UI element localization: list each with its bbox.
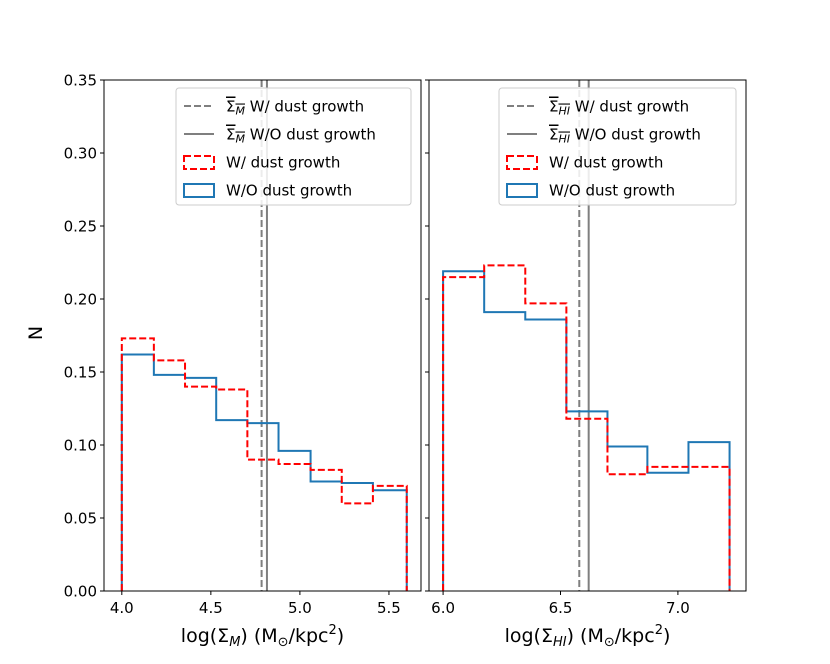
- legend-sigma: Σ: [549, 126, 558, 144]
- y-tick-label: 0.00: [64, 583, 97, 601]
- x-tick-label: 4.5: [199, 599, 223, 617]
- axes-frame: [428, 79, 747, 592]
- x-tick-label: 5.0: [288, 599, 312, 617]
- legend-label: ΣM W/ dust growth: [226, 98, 364, 118]
- hist-series-without-dust-growth: [120, 353, 408, 591]
- legend-label: W/O dust growth: [549, 182, 675, 200]
- y-tick-label: 0.35: [64, 72, 97, 90]
- legend-frame: [175, 87, 412, 206]
- x-axis-label: log(ΣHI) (M⊙/kpc2): [505, 623, 671, 650]
- x-tick-label: 7.0: [666, 599, 690, 617]
- legend-text: W/O dust growth: [226, 182, 352, 200]
- legend-text: W/ dust growth: [226, 154, 340, 172]
- xlabel-sup: 2: [329, 623, 337, 638]
- x-tick-label: 5.5: [377, 599, 401, 617]
- legend-label: ΣHI W/ dust growth: [549, 98, 689, 118]
- xlabel-close: ): [663, 625, 670, 647]
- xlabel-sun: ⊙: [604, 635, 615, 650]
- xlabel-tail: ) (M: [240, 625, 277, 647]
- xlabel-sub: M: [229, 635, 240, 650]
- legend-text: W/O dust growth: [245, 126, 376, 144]
- legend-sigma: Σ: [226, 98, 235, 116]
- y-tick-label: 0.15: [64, 364, 97, 382]
- legend-label: W/O dust growth: [226, 182, 352, 200]
- y-tick-label: 0.10: [64, 437, 97, 455]
- legend-sigma-sub: HI: [558, 105, 570, 118]
- y-tick-label: 0.30: [64, 145, 97, 163]
- x-tick-label: 6.0: [431, 599, 455, 617]
- x-tick-label: 6.5: [549, 599, 573, 617]
- x-tick-label: 4.0: [110, 599, 134, 617]
- hist-series-with-dust-growth: [442, 264, 731, 591]
- hist-series-with-dust-growth: [120, 337, 408, 591]
- legend-swatch-dashed-box: [183, 155, 215, 170]
- y-tick-label: 0.25: [64, 218, 97, 236]
- legend-text: W/ dust growth: [245, 98, 364, 116]
- xlabel-unit: /kpc: [289, 625, 329, 647]
- panels: 4.0 4.5 5.0 5.5 0.00 0.05 0.10 0.15 0.20 0.25 0.30…: [64, 72, 747, 650]
- xlabel-close: ): [337, 625, 344, 647]
- xlabel-sup: 2: [655, 623, 663, 638]
- legend-swatch-solid-box: [183, 183, 215, 198]
- y-tick-label: 0.05: [64, 510, 97, 528]
- axes-frame: [103, 79, 422, 592]
- x-axis-label: log(ΣM) (M⊙/kpc2): [181, 623, 344, 650]
- xlabel-tail: ) (M: [567, 625, 604, 647]
- hist-series-without-dust-growth: [442, 270, 731, 591]
- legend-sigma: Σ: [226, 126, 235, 144]
- legend-sigma: Σ: [549, 98, 558, 116]
- legend-swatch-dashed-box: [506, 155, 538, 170]
- xlabel-main: log(Σ: [181, 625, 229, 647]
- legend-label: ΣM W/O dust growth: [226, 126, 376, 146]
- legend-sigma-sub: HI: [558, 133, 570, 146]
- legend-swatch-solid-box: [506, 183, 538, 198]
- legend-frame: [498, 87, 737, 206]
- legend-label: ΣHI W/O dust growth: [549, 126, 701, 146]
- y-tick-label: 0.20: [64, 291, 97, 309]
- legend-text: W/ dust growth: [570, 98, 689, 116]
- legend-text: W/O dust growth: [549, 182, 675, 200]
- xlabel-unit: /kpc: [615, 625, 655, 647]
- xlabel-sub: HI: [553, 635, 567, 650]
- legend-label: W/ dust growth: [226, 154, 340, 172]
- legend-sigma-sub: M: [235, 133, 245, 146]
- legend-text: W/O dust growth: [570, 126, 701, 144]
- legend-sigma-sub: M: [235, 105, 245, 118]
- panel-1: 4.0 4.5 5.0 5.5 0.00 0.05 0.10 0.15 0.20 0.25 0.30…: [64, 72, 422, 650]
- y-axis-label: N: [25, 326, 47, 340]
- xlabel-sun: ⊙: [278, 635, 289, 650]
- legend-text: W/ dust growth: [549, 154, 663, 172]
- legend-label: W/ dust growth: [549, 154, 663, 172]
- xlabel-main: log(Σ: [505, 625, 553, 647]
